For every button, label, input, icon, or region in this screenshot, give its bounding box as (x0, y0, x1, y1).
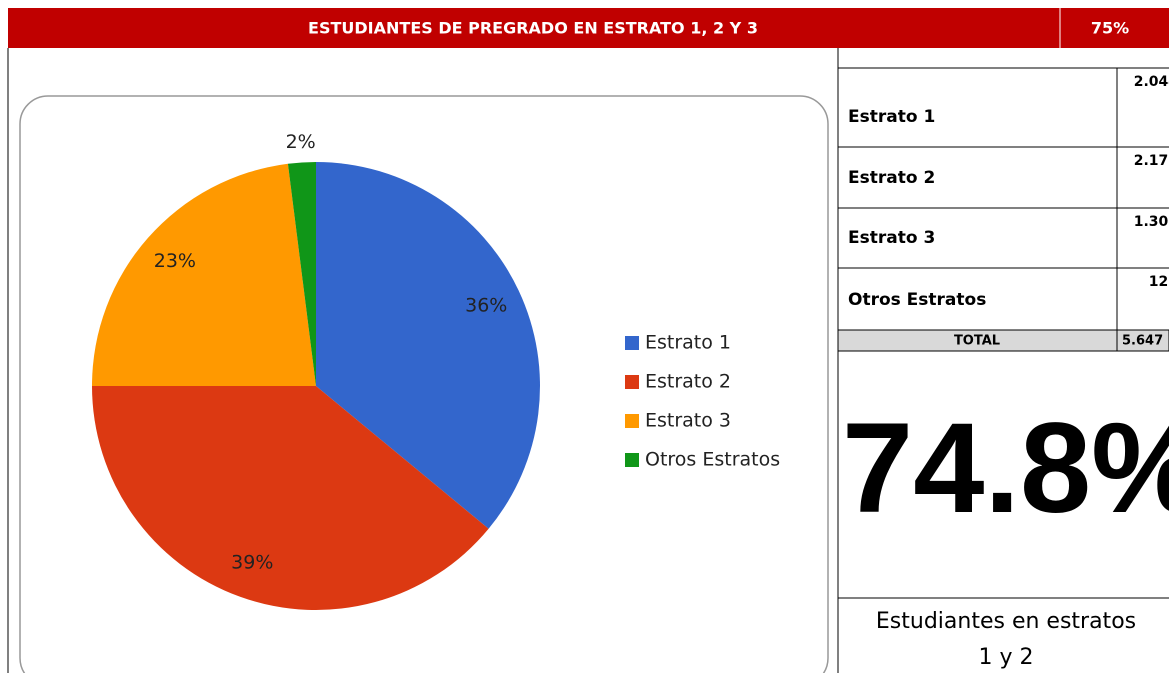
legend-label: Estrato 2 (645, 371, 731, 393)
legend-swatch (625, 453, 639, 467)
row-label: Otros Estratos (848, 290, 986, 310)
row-value: 2.044 (1134, 74, 1169, 90)
caption-line: Estudiantes en estratos (876, 609, 1136, 634)
header-title: ESTUDIANTES DE PREGRADO EN ESTRATO 1, 2 … (308, 19, 758, 38)
header-bar (8, 8, 1169, 48)
row-label: Estrato 3 (848, 228, 935, 248)
row-value: 123 (1149, 274, 1169, 290)
pie-slice (92, 386, 489, 611)
legend-label: Estrato 3 (645, 410, 731, 432)
legend-swatch (625, 375, 639, 389)
slice-label: 2% (286, 131, 316, 153)
caption-line: 1 y 2 (979, 645, 1034, 670)
pie-slice (92, 163, 316, 386)
slice-label: 36% (465, 294, 507, 316)
row-value: 2.178 (1134, 153, 1169, 169)
legend-swatch (625, 336, 639, 350)
row-label: Estrato 2 (848, 168, 935, 188)
total-label: TOTAL (954, 334, 1000, 349)
big-value: 74.8% (842, 397, 1169, 540)
pie-slice (316, 162, 540, 529)
row-label: Estrato 1 (848, 107, 935, 127)
pie-slice (287, 162, 316, 386)
legend-label: Otros Estratos (645, 449, 780, 471)
legend-label: Estrato 1 (645, 332, 731, 354)
table: Estrato 1 2.044 Estrato 2 2.178 Estrato 3 1.3… (837, 67, 1169, 352)
slice-label: 39% (231, 552, 273, 574)
total-row (837, 329, 1169, 352)
legend-swatch (625, 414, 639, 428)
row-value: 1.302 (1134, 214, 1169, 230)
header-percent: 75% (1091, 19, 1129, 38)
total-value: 5.647 (1122, 334, 1163, 349)
slice-label: 23% (154, 250, 196, 272)
